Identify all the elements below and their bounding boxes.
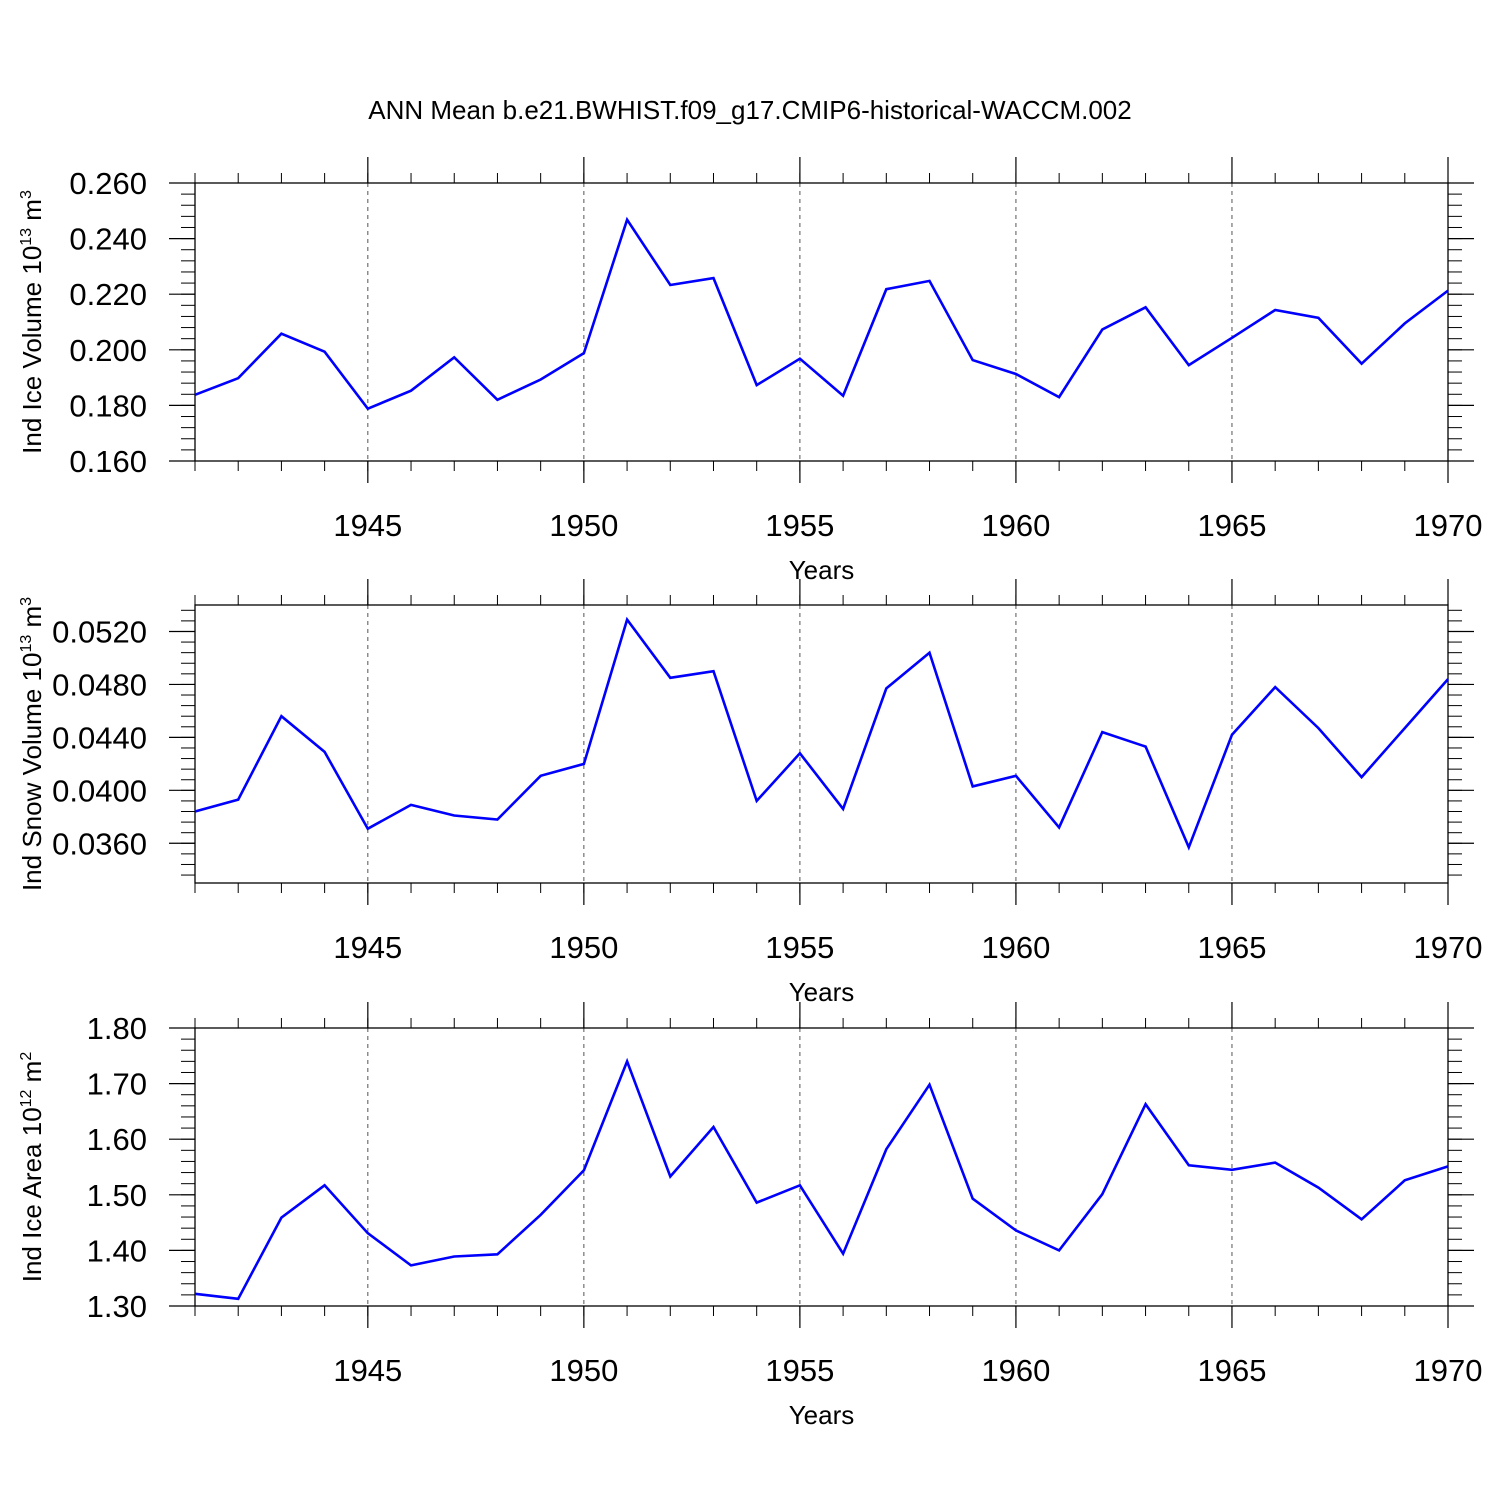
chart-1-y-tick-label: 0.180 (69, 388, 147, 423)
chart-1-plot-frame (194, 182, 1449, 462)
chart-3-y-axis-label: Ind Ice Area 1012 m2 (17, 1052, 47, 1283)
chart-2-x-tick-label: 1950 (549, 930, 618, 965)
chart-3-y-tick-label: 1.60 (87, 1122, 147, 1157)
chart-3-x-tick-label: 1965 (1197, 1353, 1266, 1388)
chart-2-y-axis-label: Ind Snow Volume 1013 m3 (17, 597, 47, 891)
chart-1-x-tick-label: 1965 (1197, 508, 1266, 543)
chart-1-y-tick-label: 0.220 (69, 277, 147, 312)
chart-1-x-axis-label: Years (789, 555, 855, 585)
chart-2-y-tick-label: 0.0520 (52, 614, 147, 649)
chart-2-x-tick-label: 1970 (1414, 930, 1483, 965)
chart-3-x-tick-label: 1950 (549, 1353, 618, 1388)
chart-1-series-line (194, 216, 1449, 411)
chart-2-series-line (194, 616, 1449, 851)
chart-3-y-tick-label: 1.40 (87, 1233, 147, 1268)
chart-1-x-tick-label: 1945 (333, 508, 402, 543)
chart-1-x-tick-label: 1955 (765, 508, 834, 543)
chart-3-y-tick-label: 1.80 (87, 1011, 147, 1046)
chart-2-x-tick-label: 1960 (981, 930, 1050, 965)
chart-3-x-tick-label: 1955 (765, 1353, 834, 1388)
chart-2-y-tick-label: 0.0360 (52, 826, 147, 861)
chart-2-y-tick-label: 0.0480 (52, 667, 147, 702)
chart-3-x-tick-label: 1945 (333, 1353, 402, 1388)
chart-2: 0.0360 0.0400 0.0440 0.0480 0.0520 1945 1950 19… (17, 579, 1482, 1007)
chart-2-x-axis-label: Years (789, 977, 855, 1007)
chart-2-plot-frame (194, 604, 1449, 884)
chart-1-x-tick-label: 1950 (549, 508, 618, 543)
chart-2-y-tick-label: 0.0440 (52, 720, 147, 755)
chart-1-y-tick-label: 0.200 (69, 333, 147, 368)
chart-3-y-tick-label: 1.30 (87, 1289, 147, 1324)
chart-1-y-tick-label: 0.160 (69, 444, 147, 479)
chart-1-y-tick-label: 0.240 (69, 222, 147, 257)
chart-2-x-tick-label: 1965 (1197, 930, 1266, 965)
chart-3-y-tick-label: 1.70 (87, 1067, 147, 1102)
chart-3-series-line (194, 1057, 1449, 1301)
panels: 0.160 0.180 0.200 0.220 0.240 0.260 1945 1950 19… (17, 157, 1482, 1430)
chart-3-x-axis-label: Years (789, 1400, 855, 1430)
chart-3-x-tick-label: 1960 (981, 1353, 1050, 1388)
chart-1-y-tick-label: 0.260 (69, 166, 147, 201)
figure-title: ANN Mean b.e21.BWHIST.f09_g17.CMIP6-hist… (368, 95, 1131, 125)
chart-1-y-axis-label: Ind Ice Volume 1013 m3 (17, 190, 47, 454)
chart-2-x-tick-label: 1945 (333, 930, 402, 965)
chart-3: 1.30 1.40 1.50 1.60 1.70 1.80 1945 1950 1955 1960… (17, 1002, 1482, 1430)
chart-2-x-tick-label: 1955 (765, 930, 834, 965)
chart-1-x-tick-label: 1970 (1414, 508, 1483, 543)
chart-1-x-tick-label: 1960 (981, 508, 1050, 543)
chart-3-y-tick-label: 1.50 (87, 1178, 147, 1213)
chart-2-y-tick-label: 0.0400 (52, 773, 147, 808)
chart-3-x-tick-label: 1970 (1414, 1353, 1483, 1388)
chart-1: 0.160 0.180 0.200 0.220 0.240 0.260 1945 1950 19… (17, 157, 1482, 585)
